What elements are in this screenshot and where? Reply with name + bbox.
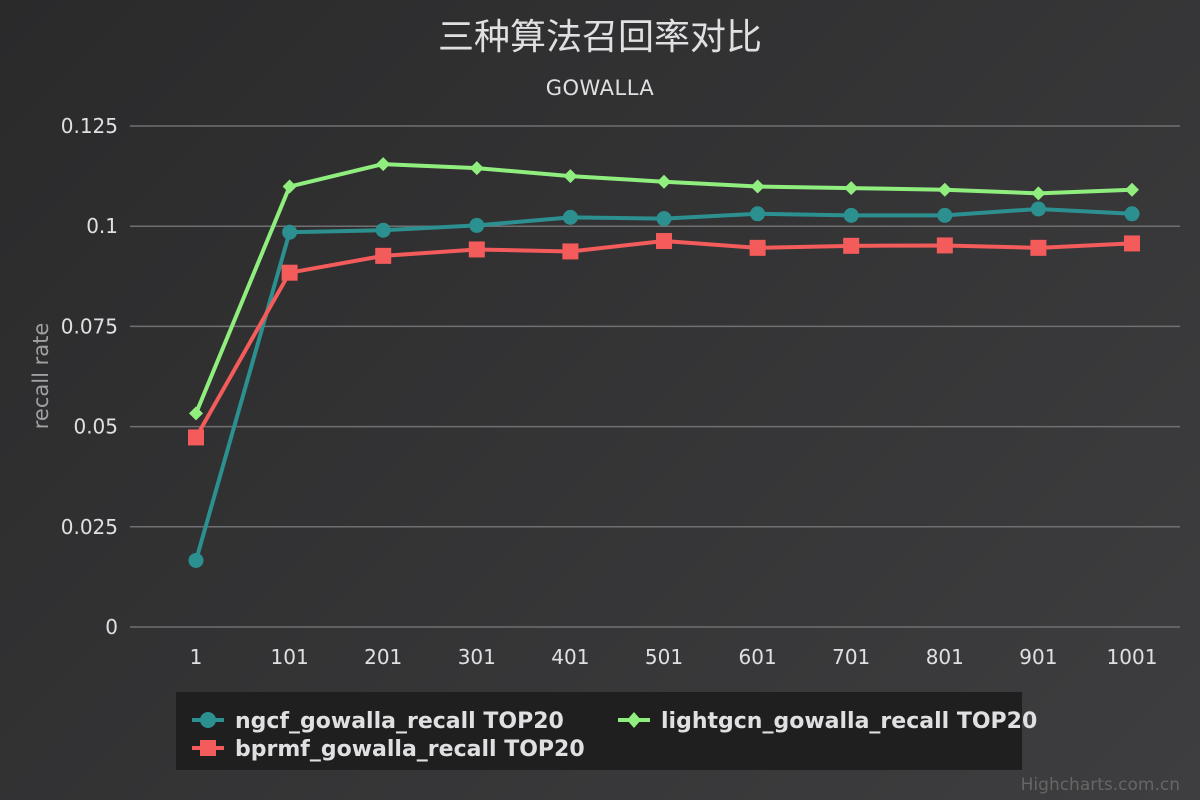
- data-point[interactable]: [1125, 182, 1139, 197]
- data-point[interactable]: [750, 206, 766, 222]
- data-point[interactable]: [749, 239, 766, 256]
- data-point[interactable]: [1031, 186, 1046, 201]
- data-point[interactable]: [1030, 201, 1046, 217]
- series-1: [189, 157, 1139, 421]
- x-tick-label: 101: [271, 645, 309, 669]
- x-tick-label: 701: [832, 645, 870, 669]
- legend-circle-marker-icon: [200, 712, 216, 728]
- data-point[interactable]: [188, 429, 204, 446]
- series-line: [194, 206, 1134, 563]
- data-point[interactable]: [188, 552, 204, 568]
- series-2: [188, 233, 1140, 446]
- data-point[interactable]: [375, 247, 392, 264]
- legend: ngcf_gowalla_recall TOP20 lightgcn_gowal…: [176, 692, 1037, 770]
- data-point[interactable]: [843, 207, 859, 223]
- y-tick-label: 0.1: [86, 214, 118, 238]
- data-point[interactable]: [1030, 239, 1047, 256]
- legend-item-lightgcn[interactable]: lightgcn_gowalla_recall TOP20: [618, 709, 1037, 734]
- series-line: [194, 239, 1134, 440]
- x-axis-ticks: 1 101 201 301 401 501 601 701 801 901 1001: [190, 645, 1158, 669]
- chart-title: 三种算法召回率对比: [438, 17, 762, 58]
- data-point[interactable]: [563, 169, 578, 184]
- data-point[interactable]: [936, 237, 953, 254]
- legend-label-bprmf: bprmf_gowalla_recall TOP20: [235, 737, 585, 762]
- data-point[interactable]: [282, 224, 298, 240]
- x-tick-label: 901: [1019, 645, 1057, 669]
- y-tick-label: 0.075: [61, 314, 118, 338]
- series-0: [188, 201, 1140, 568]
- data-point[interactable]: [656, 211, 672, 227]
- grid-lines: [130, 125, 1180, 628]
- x-tick-label: 401: [551, 645, 589, 669]
- legend-label-ngcf: ngcf_gowalla_recall TOP20: [235, 709, 564, 734]
- data-point[interactable]: [656, 233, 672, 250]
- data-point[interactable]: [1124, 235, 1140, 252]
- data-point[interactable]: [1124, 206, 1140, 222]
- x-tick-label: 201: [364, 645, 402, 669]
- data-point[interactable]: [468, 241, 485, 258]
- credits-link[interactable]: Highcharts.com.cn: [1021, 775, 1180, 795]
- x-tick-label: 801: [926, 645, 964, 669]
- series-line: [194, 162, 1134, 416]
- legend-background: [176, 692, 1022, 770]
- data-point[interactable]: [937, 182, 952, 197]
- data-point[interactable]: [657, 174, 671, 189]
- legend-item-bprmf[interactable]: bprmf_gowalla_recall TOP20: [192, 737, 585, 762]
- data-point[interactable]: [376, 157, 391, 172]
- y-axis-ticks: 0 0.025 0.05 0.075 0.1 0.125: [61, 114, 118, 639]
- legend-label-lightgcn: lightgcn_gowalla_recall TOP20: [661, 709, 1037, 734]
- data-point[interactable]: [281, 264, 298, 281]
- y-axis-title: recall rate: [29, 323, 53, 430]
- y-tick-label: 0.025: [61, 515, 118, 539]
- data-point[interactable]: [562, 209, 578, 225]
- x-tick-label: 501: [645, 645, 683, 669]
- chart-subtitle: GOWALLA: [546, 76, 655, 100]
- x-tick-label: 301: [458, 645, 496, 669]
- x-tick-label: 1001: [1107, 645, 1158, 669]
- data-point[interactable]: [282, 179, 297, 194]
- x-tick-label: 601: [739, 645, 777, 669]
- data-point[interactable]: [469, 161, 484, 176]
- data-point[interactable]: [469, 217, 485, 233]
- y-tick-label: 0: [105, 615, 118, 639]
- data-point[interactable]: [189, 406, 203, 421]
- y-tick-label: 0.05: [73, 415, 118, 439]
- data-point[interactable]: [375, 222, 391, 238]
- data-point[interactable]: [562, 243, 579, 260]
- data-point[interactable]: [843, 237, 860, 254]
- legend-diamond-marker-icon: [627, 712, 641, 728]
- y-tick-label: 0.125: [61, 114, 118, 138]
- data-point[interactable]: [750, 179, 765, 194]
- legend-item-ngcf[interactable]: ngcf_gowalla_recall TOP20: [192, 709, 564, 734]
- series-group: [188, 157, 1140, 568]
- data-point[interactable]: [937, 207, 953, 223]
- legend-square-marker-icon: [200, 740, 216, 756]
- data-point[interactable]: [844, 181, 859, 196]
- x-tick-label: 1: [190, 645, 203, 669]
